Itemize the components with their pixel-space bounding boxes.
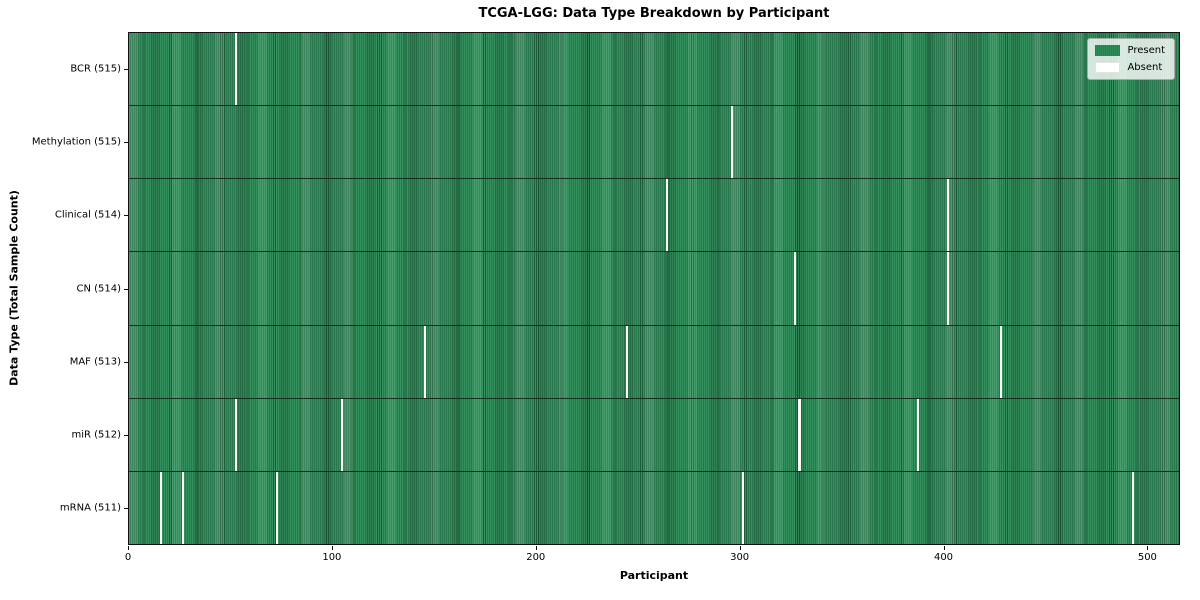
x-tick-mark — [1147, 546, 1149, 550]
x-tick-mark — [331, 546, 333, 550]
legend-entry-absent: Absent — [1095, 62, 1165, 73]
x-tick-label: 400 — [933, 552, 954, 563]
y-tick-mark — [124, 68, 128, 70]
legend-entry-present: Present — [1095, 45, 1165, 56]
y-tick-label: miR (512) — [71, 429, 121, 441]
absent-mark — [794, 252, 797, 325]
y-tick-label: Clinical (514) — [54, 209, 121, 221]
absent-mark — [947, 179, 950, 252]
absent-mark — [159, 471, 162, 544]
absent-mark — [625, 325, 628, 398]
absent-mark — [234, 398, 237, 471]
absent-mark — [340, 398, 343, 471]
x-tick-label: 0 — [124, 552, 132, 563]
heatmap-rows — [129, 33, 1179, 544]
y-tick-mark — [124, 435, 128, 437]
y-tick-mark — [124, 361, 128, 363]
absent-mark — [666, 179, 669, 252]
absent-mark — [947, 252, 950, 325]
x-axis-title: Participant — [619, 569, 689, 582]
absent-mark — [916, 398, 919, 471]
absent-mark — [999, 325, 1002, 398]
plot-area: Present Absent — [128, 32, 1180, 545]
heatmap-row-BCR — [129, 33, 1179, 106]
y-tick-mark — [124, 508, 128, 510]
y-tick-label: BCR (515) — [70, 63, 121, 75]
heatmap-row-miR — [129, 397, 1179, 471]
absent-mark — [1132, 471, 1135, 544]
legend-label: Present — [1127, 45, 1165, 56]
x-tick-mark — [535, 546, 537, 550]
absent-mark — [798, 398, 801, 471]
heatmap-row-MAF — [129, 324, 1179, 398]
x-tick-mark — [739, 546, 741, 550]
y-tick-label: CN (514) — [76, 283, 121, 294]
absent-mark — [731, 106, 734, 179]
chart-title: TCGA-LGG: Data Type Breakdown by Partici… — [478, 6, 830, 21]
x-tick-label: 500 — [1137, 552, 1157, 563]
x-tick-mark — [128, 546, 129, 550]
legend-swatch-icon — [1095, 62, 1121, 73]
y-axis: BCR (515) Methylation (515) Clinical (514)… — [0, 32, 121, 545]
x-tick-mark — [943, 546, 945, 550]
heatmap-row-Methylation — [129, 105, 1179, 179]
y-tick-mark — [124, 141, 128, 143]
y-tick-label: Methylation (515) — [31, 136, 121, 148]
y-tick-label: MAF (513) — [69, 356, 121, 368]
y-tick-mark — [124, 288, 128, 290]
legend-swatch-icon — [1095, 45, 1121, 56]
absent-mark — [424, 325, 427, 398]
x-axis: 0 100 200 300 400 500 — [124, 545, 1180, 567]
x-tick-label: 100 — [322, 552, 342, 563]
y-tick-label: mRNA (511) — [59, 502, 121, 514]
absent-mark — [275, 471, 278, 544]
x-tick-label: 200 — [526, 552, 546, 563]
y-tick-mark — [124, 215, 128, 217]
absent-mark — [234, 33, 237, 106]
heatmap-row-Clinical — [129, 178, 1179, 252]
legend: Present Absent — [1087, 38, 1175, 80]
heatmap-row-CN — [129, 251, 1179, 325]
absent-mark — [181, 471, 184, 544]
x-tick-label: 300 — [730, 552, 750, 563]
heatmap-row-mRNA — [129, 470, 1179, 544]
legend-label: Absent — [1127, 62, 1163, 73]
absent-mark — [741, 471, 744, 544]
